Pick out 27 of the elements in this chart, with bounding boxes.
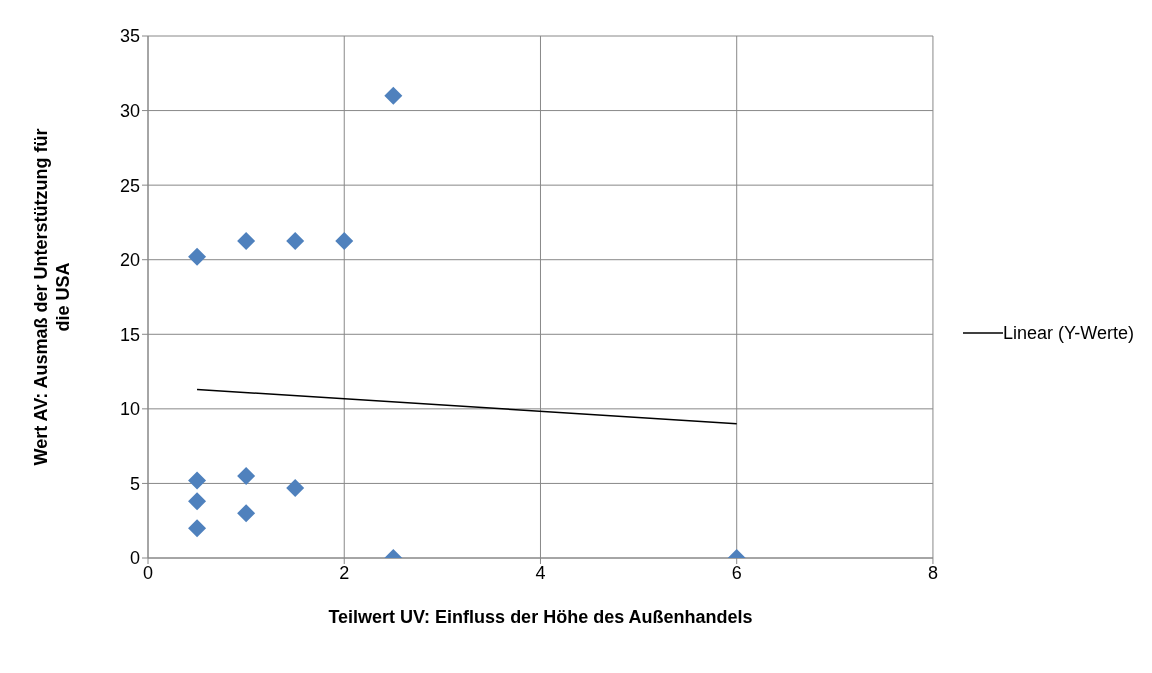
- x-tick-label: 4: [535, 562, 546, 583]
- y-tick-label: 20: [119, 250, 140, 271]
- point: [188, 247, 207, 266]
- point: [237, 466, 256, 485]
- point: [384, 86, 403, 105]
- y-tick-label: 5: [129, 473, 140, 494]
- point: [188, 519, 207, 538]
- point: [335, 232, 354, 251]
- x-tick-label: 8: [927, 562, 938, 583]
- x-axis-title: Teilwert UV: Einfluss der Höhe des Außenhandels: [328, 607, 753, 627]
- point: [237, 232, 256, 251]
- point: [286, 478, 305, 497]
- y-tick-label: 0: [129, 548, 140, 569]
- x-tick-label: 6: [731, 562, 742, 583]
- y-tick-label: 15: [119, 324, 140, 345]
- y-tick-label: 10: [119, 399, 140, 420]
- point: [237, 504, 256, 523]
- y-tick-label: 30: [119, 100, 140, 121]
- point: [286, 232, 305, 251]
- point: [188, 471, 207, 490]
- y-tick-label: 25: [119, 175, 140, 196]
- point: [188, 492, 207, 511]
- legend-label: Linear (Y-Werte): [1002, 322, 1134, 344]
- x-tick-label: 0: [142, 562, 154, 583]
- x-tick-label: 2: [339, 562, 350, 583]
- y-tick-label: 35: [119, 26, 140, 47]
- y-axis-title: Wert AV: Ausmaß der Unterstützung für die USA: [31, 128, 73, 466]
